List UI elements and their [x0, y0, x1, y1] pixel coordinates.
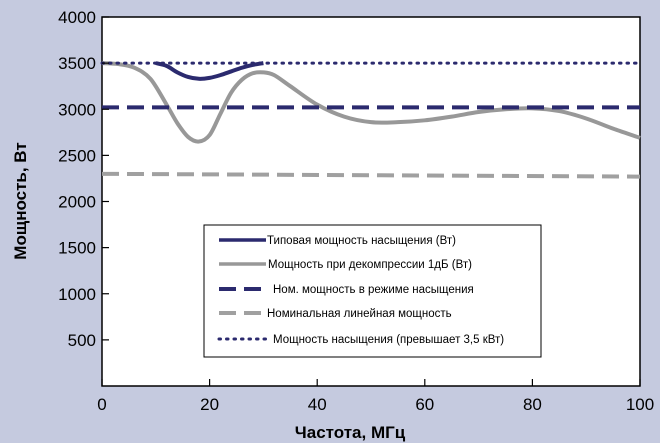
- legend-label-3: Номинальная линейная мощность: [267, 308, 452, 320]
- y-tick-label: 2500: [58, 146, 96, 165]
- legend: Типовая мощность насыщения (Вт) Мощность…: [203, 224, 542, 358]
- x-tick-label: 80: [523, 395, 542, 414]
- y-tick-label: 500: [68, 331, 96, 350]
- series-layer: [100, 61, 642, 179]
- series-line-0: [155, 61, 264, 81]
- x-tick-label: 100: [626, 395, 654, 414]
- x-axis-label: Частота, МГц: [295, 423, 406, 442]
- x-tick-label: 60: [415, 395, 434, 414]
- y-tick-label: 3500: [58, 54, 96, 73]
- x-tick-label: 20: [200, 395, 219, 414]
- legend-label-4: Мощность насыщения (превышает 3,5 кВт): [273, 334, 504, 346]
- y-tick-label: 4000: [58, 8, 96, 27]
- y-tick-label: 2000: [58, 193, 96, 212]
- series-line-3: [101, 171, 641, 179]
- legend-box: [203, 224, 542, 358]
- y-tick-label: 1000: [58, 285, 96, 304]
- x-tick-label: 0: [97, 395, 106, 414]
- legend-label-0: Типовая мощность насыщения (Вт): [267, 235, 456, 247]
- tick-layer: 0 20 40 60 80 100 500 1000 1500 2000 2500 3000 3500 4…: [58, 8, 654, 414]
- y-axis-label: Мощность, Вт: [11, 142, 30, 259]
- x-tick-label: 40: [308, 395, 327, 414]
- y-tick-label: 3000: [58, 100, 96, 119]
- legend-label-1: Мощность при декомпрессии 1дБ (Вт): [268, 259, 472, 271]
- y-tick-label: 1500: [58, 239, 96, 258]
- legend-label-2: Ном. мощность в режиме насыщения: [273, 284, 474, 296]
